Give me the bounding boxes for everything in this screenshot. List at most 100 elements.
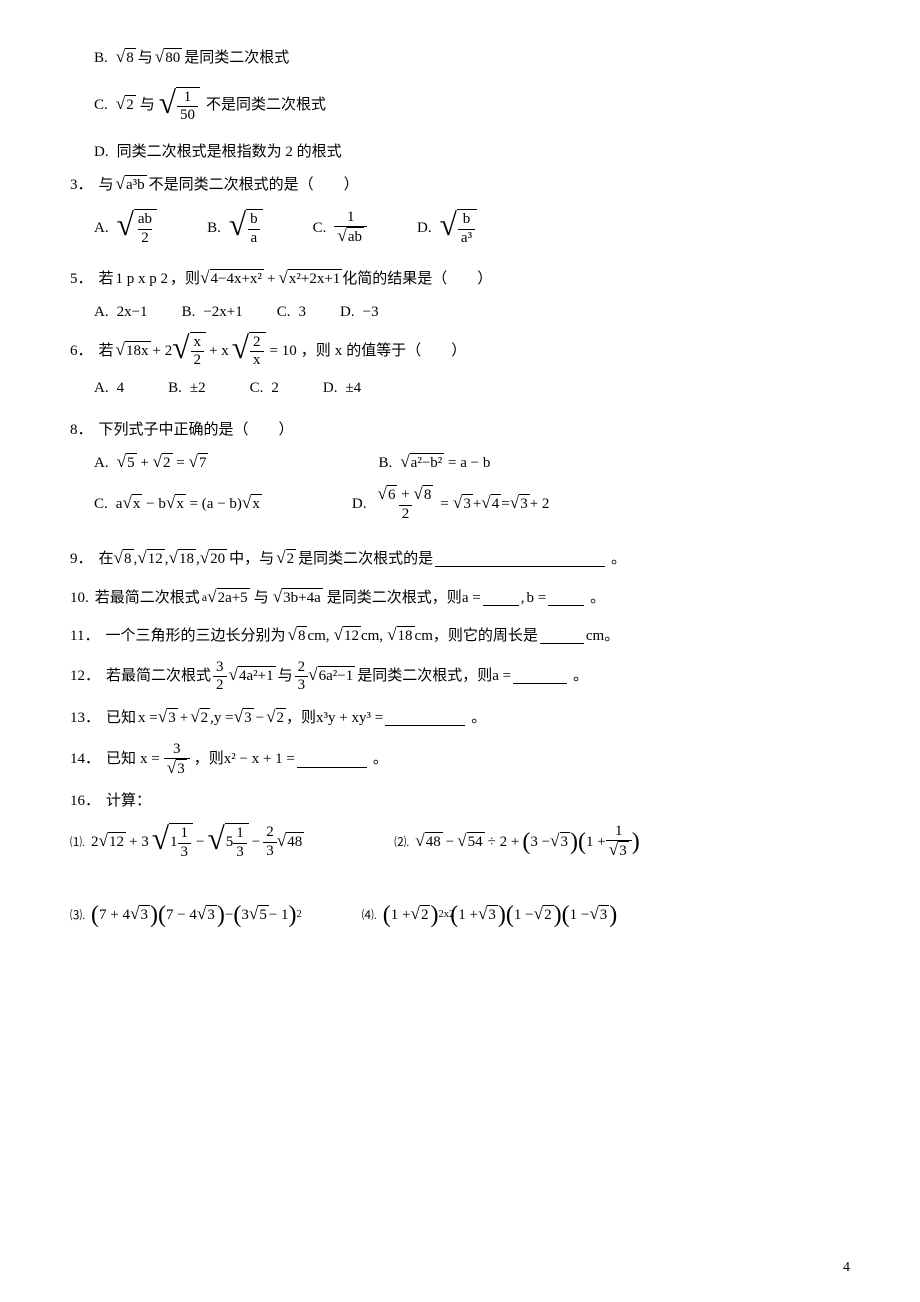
label-A: A.	[94, 449, 109, 478]
label: ⑵.	[394, 831, 409, 854]
text: 是同类二次根式	[184, 44, 289, 73]
label-B: B.	[168, 374, 182, 403]
text: 与	[254, 584, 269, 613]
text: 已知	[106, 704, 136, 733]
label-B: B.	[182, 298, 196, 327]
q3-A: √ab2	[117, 209, 157, 247]
text: ，则	[170, 265, 200, 294]
blank	[513, 668, 567, 684]
sqrt-e1: √4−4x+x²	[200, 269, 264, 289]
u: cm,	[361, 622, 383, 651]
p1: ⑴. 2√12 + 3 √113 − √513 − 23 √48	[70, 823, 304, 861]
label-D: D.	[94, 138, 109, 167]
text: 是同类二次根式，则	[327, 584, 462, 613]
sqrt-frac-1-50: √150	[159, 87, 200, 125]
s: √18	[387, 626, 414, 646]
q6-num: 6．	[70, 337, 93, 366]
eq: a =	[462, 584, 481, 613]
q8-row2: C. a√x − b√x = (a − b)√x D. √6 + √82 = √…	[70, 485, 850, 523]
text: 同类二次根式是根指数为 2 的根式	[117, 138, 342, 167]
s: √2	[190, 708, 210, 728]
blank	[548, 590, 584, 606]
q16-row1: ⑴. 2√12 + 3 √113 − √513 − 23 √48 ⑵. √48 …	[70, 823, 850, 861]
sqrt-2: √2	[116, 95, 136, 115]
plus: + x	[209, 337, 229, 366]
text: 是同类二次根式的是	[298, 545, 433, 574]
u: cm,	[307, 622, 329, 651]
f: 32	[213, 659, 227, 695]
q12-num: 12．	[70, 662, 100, 691]
q3-stem: 3． 与 √a³b 不是同类二次根式的是（ ）	[70, 171, 850, 200]
q5-options: A.2x−1 B.−2x+1 C.3 D.−3	[70, 298, 850, 327]
label-A: A.	[94, 374, 109, 403]
q3-D: √ba³	[440, 209, 477, 247]
s: √2a+5	[207, 588, 250, 608]
var: x	[335, 337, 343, 366]
q8-D: √6 + √82 = √3 + √4 = √3 + 2	[374, 485, 549, 523]
q6-options: A.4 B.±2 C.2 D.±4	[70, 374, 850, 403]
q10: 10. 若最简二次根式 a √2a+5 与 √3b+4a 是同类二次根式，则 a…	[70, 584, 850, 613]
sqrt-80: √80	[155, 48, 182, 68]
p2: ⑵. √48 − √54 ÷ 2 + (3 − √3) (1 + 1√3)	[394, 823, 640, 861]
text: 化简的结果是（ ）	[342, 265, 492, 294]
q14: 14． 已知 x = 3√3 ，则 x² − x + 1 = 。	[70, 741, 850, 779]
q5-A: 2x−1	[117, 298, 148, 327]
f: 23	[295, 659, 309, 695]
x: x =	[138, 704, 158, 733]
q8-A: √5 + √2 = √7	[117, 449, 209, 478]
label-D: D.	[340, 298, 355, 327]
s: √18	[168, 549, 195, 569]
period: 。	[573, 662, 588, 691]
eq: a =	[492, 662, 511, 691]
expr: x² − x + 1 =	[224, 745, 295, 774]
mi: −	[256, 704, 264, 733]
q10-num: 10.	[70, 584, 89, 613]
label-C: C.	[277, 298, 291, 327]
label-B: B.	[378, 449, 392, 478]
text: 是同类二次根式，则	[357, 662, 492, 691]
text: ，则	[301, 337, 331, 366]
text: 不是同类二次根式	[206, 91, 326, 120]
q9: 9． 在 √8, √12, √18, √20 中，与 √2 是同类二次根式的是 …	[70, 545, 850, 574]
text: ，则	[286, 704, 316, 733]
text: 不是同类二次根式的是（ ）	[149, 171, 359, 200]
text: 若最简二次根式	[106, 662, 211, 691]
text: 若最简二次根式	[95, 584, 200, 613]
text: ，则	[194, 745, 224, 774]
option-B: B. √8 与 √80 是同类二次根式	[70, 44, 850, 73]
sqrt-18x: √18x	[116, 341, 151, 361]
frac: 3√3	[164, 741, 190, 779]
q6-C: 2	[271, 374, 279, 403]
comma: ,	[521, 584, 525, 613]
q3-B: √ba	[229, 209, 263, 247]
q3-options: A. √ab2 B. √ba C. 1√ab D. √ba³	[70, 209, 850, 247]
q8-C: a√x − b√x = (a − b)√x	[116, 490, 262, 519]
p4: ⑷. (1 + √2)2x2 (1 + √3) (1 − √2) (1 − √3…	[362, 901, 618, 930]
blank	[385, 710, 465, 726]
label-D: D.	[323, 374, 338, 403]
eq: b =	[526, 584, 546, 613]
sqrt-8: √8	[116, 48, 136, 68]
q11-num: 11．	[70, 622, 99, 651]
q5-D: −3	[363, 298, 379, 327]
s: √12	[137, 549, 164, 569]
q8-B: √a²−b² = a − b	[400, 449, 490, 478]
blank	[540, 628, 584, 644]
q6-stem: 6． 若 √18x + 2 √x2 + x √2x = 10 ，则 x 的值等于…	[70, 332, 850, 370]
q3-C: 1√ab	[334, 209, 367, 247]
s: √8	[114, 549, 134, 569]
blank	[297, 752, 367, 768]
q8-stem: 8． 下列式子中正确的是（ ）	[70, 416, 850, 445]
text: 下列式子中正确的是（ ）	[99, 416, 294, 445]
sqrt-x2: √x2	[172, 332, 206, 370]
q5-stem: 5． 若 1 p x p 2 ，则 √4−4x+x² + √x²+2x+1 化简…	[70, 265, 850, 294]
text: ，则它的周长是	[433, 622, 538, 651]
cond: 1 p x p 2	[116, 265, 169, 294]
text: 已知	[106, 745, 136, 774]
label: ⑴.	[70, 831, 85, 854]
label-C: C.	[94, 490, 108, 519]
q6-D: ±4	[345, 374, 361, 403]
text: 与	[278, 662, 293, 691]
text: 的值等于（ ）	[346, 337, 466, 366]
text: 若	[99, 265, 114, 294]
